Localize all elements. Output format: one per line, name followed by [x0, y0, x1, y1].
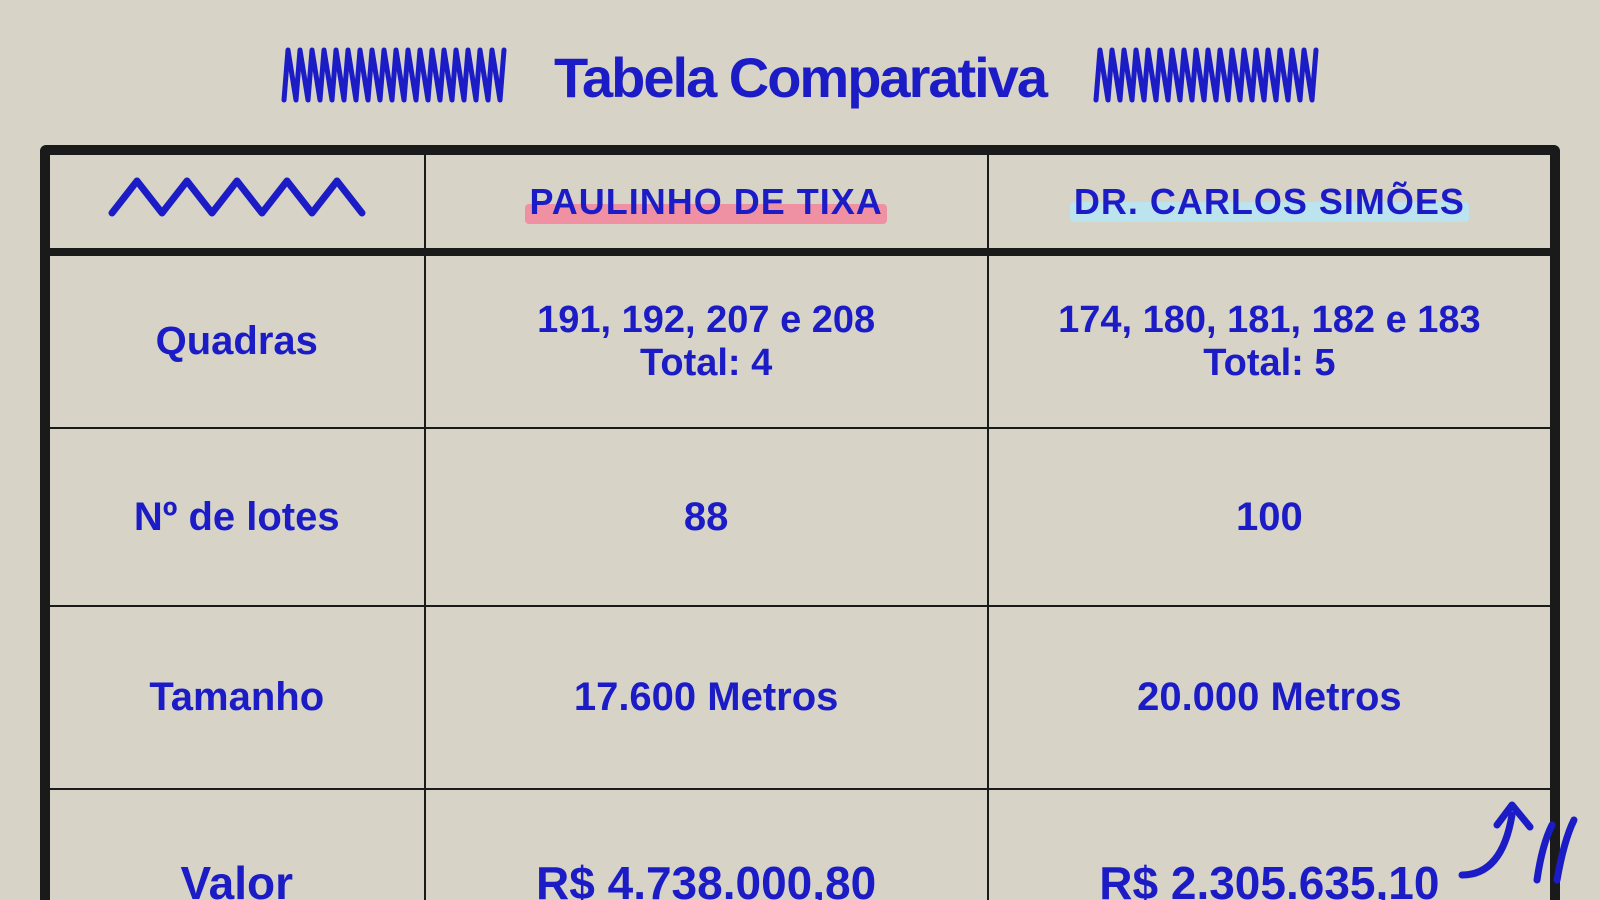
comparison-table-container: PAULINHO DE TIXA DR. CARLOS SIMÕES Quadr…	[40, 145, 1560, 900]
cell-text: Total: 4	[448, 342, 965, 385]
cell-quadras-col1: 191, 192, 207 e 208 Total: 4	[425, 252, 988, 428]
table-header-row: PAULINHO DE TIXA DR. CARLOS SIMÕES	[49, 154, 1551, 252]
table-outer-border: PAULINHO DE TIXA DR. CARLOS SIMÕES Quadr…	[40, 145, 1560, 900]
cell-quadras-col2: 174, 180, 181, 182 e 183 Total: 5	[988, 252, 1551, 428]
scribble-left-icon	[274, 40, 514, 115]
table-header-blank	[49, 154, 425, 252]
title-row: Tabela Comparativa	[30, 40, 1570, 115]
cell-text: 174, 180, 181, 182 e 183	[1011, 299, 1528, 342]
cell-text: 191, 192, 207 e 208	[448, 299, 965, 342]
cell-tamanho-col2: 20.000 Metros	[988, 606, 1551, 789]
row-label-valor: Valor	[49, 789, 425, 900]
table-row: Tamanho 17.600 Metros 20.000 Metros	[49, 606, 1551, 789]
table-row: Nº de lotes 88 100	[49, 428, 1551, 606]
zigzag-icon	[107, 173, 367, 230]
scribble-right-icon	[1086, 40, 1326, 115]
cell-tamanho-col1: 17.600 Metros	[425, 606, 988, 789]
page-title: Tabela Comparativa	[554, 45, 1046, 110]
table-row: Quadras 191, 192, 207 e 208 Total: 4 174…	[49, 252, 1551, 428]
table-header-col2: DR. CARLOS SIMÕES	[988, 154, 1551, 252]
cell-text: Total: 5	[1011, 342, 1528, 385]
comparison-table: PAULINHO DE TIXA DR. CARLOS SIMÕES Quadr…	[48, 153, 1552, 900]
row-label-tamanho: Tamanho	[49, 606, 425, 789]
row-label-quadras: Quadras	[49, 252, 425, 428]
page: Tabela Comparativa	[0, 0, 1600, 900]
header-col1-label: PAULINHO DE TIXA	[529, 181, 882, 223]
curved-arrow-icon	[1442, 785, 1582, 890]
table-header-col1: PAULINHO DE TIXA	[425, 154, 988, 252]
cell-valor-col1: R$ 4.738.000,80	[425, 789, 988, 900]
header-col2-label: DR. CARLOS SIMÕES	[1074, 181, 1465, 223]
cell-lotes-col1: 88	[425, 428, 988, 606]
table-row: Valor R$ 4.738.000,80 R$ 2.305.635,10	[49, 789, 1551, 900]
row-label-lotes: Nº de lotes	[49, 428, 425, 606]
cell-lotes-col2: 100	[988, 428, 1551, 606]
